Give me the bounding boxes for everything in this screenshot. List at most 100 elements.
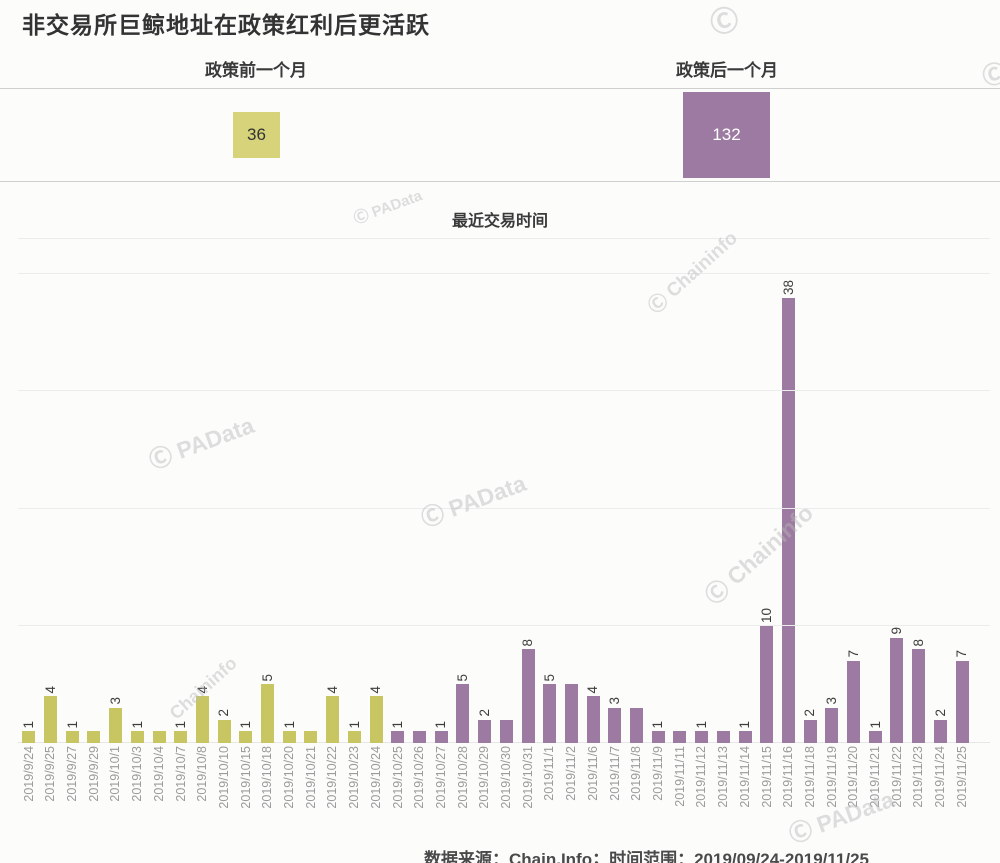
bar-value-label: 4 (42, 685, 58, 694)
bar-value-label: 1 (64, 720, 80, 729)
bar (434, 731, 448, 743)
bar (890, 637, 904, 743)
bar-slot: 5 (257, 239, 279, 743)
gridline-40 (18, 273, 990, 275)
bar-slot: 2 (799, 239, 821, 743)
x-tick-label: 2019/10/1 (108, 746, 123, 802)
bar-value-label: 1 (238, 720, 254, 729)
x-tick-label: 2019/10/8 (195, 746, 210, 802)
x-tick-label: 2019/11/6 (585, 746, 600, 801)
bar-value-label: 7 (845, 650, 861, 658)
x-tick-label: 2019/10/25 (390, 746, 405, 809)
bar (543, 684, 557, 743)
summary-value-after: 132 (712, 125, 741, 144)
bar (695, 731, 709, 743)
x-tick-label: 2019/11/15 (759, 746, 774, 808)
bar (22, 731, 36, 743)
bar (651, 731, 665, 743)
x-tick-label: 2019/10/20 (282, 746, 297, 809)
bar-value-label: 1 (390, 720, 406, 729)
bar (608, 707, 622, 743)
bar (803, 719, 817, 743)
bar (282, 731, 296, 743)
bar-value-label: 1 (693, 720, 709, 729)
bar (760, 625, 774, 743)
bar-slot: 7 (843, 239, 865, 743)
x-tick-label: 2019/9/29 (86, 746, 101, 802)
bar-slot: 2 (474, 239, 496, 743)
bar-slot: 3 (821, 239, 843, 743)
bar-slot: 1 (170, 239, 192, 743)
bar-value-label: 3 (607, 697, 623, 705)
watermark: Ⓒ (979, 59, 1000, 92)
summary-label-before-policy: 政策前一个月 (205, 61, 307, 80)
x-tick-label: 2019/11/23 (911, 746, 926, 808)
bar-slot (495, 239, 517, 743)
data-source-caption: 数据来源：Chain.Info；时间范围：2019/09/24-2019/11/… (424, 850, 869, 863)
gridline-30 (18, 390, 990, 392)
x-tick-label: 2019/10/10 (216, 746, 231, 809)
bar-slot: 9 (886, 239, 908, 743)
x-tick-label: 2019/10/7 (173, 746, 188, 802)
bar-value-label: 2 (476, 709, 492, 717)
bar (174, 731, 188, 743)
x-tick-label: 2019/10/23 (347, 746, 362, 809)
bar-slot: 5 (452, 239, 474, 743)
bar-slot: 4 (192, 239, 214, 743)
bar-slot: 2 (213, 239, 235, 743)
x-tick-label: 2019/10/30 (499, 746, 514, 809)
bar (44, 696, 58, 743)
bar-slot: 1 (18, 239, 40, 743)
x-tick-label: 2019/11/16 (781, 746, 796, 808)
x-tick-label: 2019/9/27 (65, 746, 79, 802)
bar (217, 719, 231, 743)
bar-slot: 4 (322, 239, 344, 743)
bar-value-label: 38 (780, 279, 796, 295)
x-tick-label: 2019/10/28 (455, 746, 470, 809)
bar (673, 731, 687, 743)
separator-line-top (0, 88, 1000, 89)
bar (413, 731, 426, 743)
bar-slot (409, 239, 431, 743)
bar-slot: 1 (278, 239, 300, 743)
bar-value-label: 2 (932, 709, 948, 717)
bar-slot: 10 (756, 239, 778, 743)
bar-value-label: 5 (259, 673, 275, 682)
bar-value-label: 8 (910, 638, 926, 647)
bar (499, 719, 513, 743)
page-title: 非交易所巨鲸地址在政策红利后更活跃 (22, 12, 430, 38)
bar (564, 684, 578, 743)
bar (130, 731, 144, 743)
bar-value-label: 9 (889, 627, 905, 635)
bar-value-label: 1 (433, 720, 449, 729)
bar-slot: 1 (647, 239, 669, 743)
x-tick-label: 2019/11/25 (954, 746, 969, 808)
bar-value-label: 1 (346, 720, 362, 729)
bar-value-label: 4 (585, 685, 601, 694)
bar (456, 684, 470, 743)
watermark: Ⓒ (706, 2, 742, 41)
x-tick-label: 2019/9/24 (21, 746, 36, 802)
bar-value-label: 1 (21, 720, 37, 729)
x-tick-label: 2019/10/21 (303, 746, 318, 809)
x-tick-label: 2019/10/26 (412, 746, 427, 809)
bar (195, 696, 209, 743)
bar-slot: 4 (365, 239, 387, 743)
bar-slot: 2 (930, 239, 952, 743)
bar-slot (713, 239, 735, 743)
bar-slot: 5 (539, 239, 561, 743)
x-axis-labels: 2019/9/24 2019/9/25 2019/9/27 2019/9/29 2019… (18, 746, 973, 838)
bar (955, 660, 969, 743)
bar (825, 707, 839, 743)
summary-value-before: 36 (247, 125, 266, 144)
x-tick-label: 2019/10/31 (520, 746, 535, 809)
bar-value-label: 1 (737, 720, 753, 729)
x-tick-label: 2019/9/25 (43, 746, 58, 802)
x-tick-label: 2019/11/9 (650, 746, 665, 801)
bar (152, 731, 166, 743)
x-tick-label: 2019/11/22 (889, 746, 904, 808)
bars: 1 4 1 3 1 1 4 2 1 5 1 4 1 4 1 1 5 2 8 5 4 3 1 1 1 10 38 2 3 7 1 9 8 2 7 (18, 239, 973, 743)
x-tick-label: 2019/11/13 (716, 746, 731, 808)
x-tick-label: 2019/11/19 (824, 746, 839, 808)
bar-value-label: 2 (802, 709, 818, 717)
